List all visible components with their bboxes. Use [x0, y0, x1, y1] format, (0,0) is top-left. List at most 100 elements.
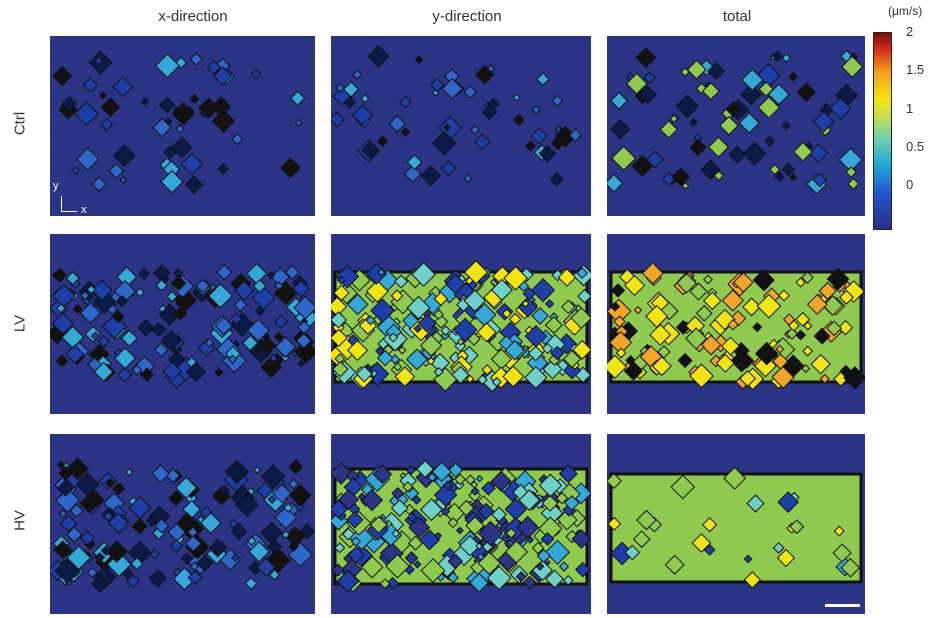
heatmap-patch [187, 570, 203, 586]
heatmap-patch [516, 515, 540, 539]
heatmap-patch [93, 361, 114, 382]
heatmap-patch [709, 354, 723, 368]
heatmap-patch [267, 494, 277, 504]
heatmap-patch [407, 535, 424, 551]
heatmap-patch [615, 347, 627, 359]
heatmap-patch [57, 479, 74, 497]
heatmap-patch [336, 569, 360, 593]
heatmap-patch [610, 283, 626, 298]
heatmap-patch [522, 575, 537, 590]
heatmap-patch [274, 281, 284, 291]
heatmap-patch [743, 571, 762, 589]
heatmap-patch [544, 316, 563, 335]
heatmap-patch [808, 143, 829, 164]
heatmap-patch [295, 502, 305, 512]
heatmap-patch [342, 81, 360, 98]
panel-hv-x [50, 434, 315, 614]
heatmap-patch [632, 530, 651, 549]
heatmap-patch [778, 289, 791, 302]
heatmap-patch [447, 462, 464, 478]
heatmap-patch [550, 136, 565, 151]
heatmap-patch [441, 77, 464, 100]
heatmap-patch [284, 264, 300, 280]
heatmap-patch [210, 96, 232, 118]
heatmap-patch [431, 130, 457, 156]
heatmap-patch [841, 55, 864, 78]
heatmap-patch [331, 462, 353, 485]
heatmap-patch [531, 306, 549, 325]
heatmap-patch [385, 553, 410, 579]
heatmap-patch [402, 312, 420, 330]
heatmap-patch [365, 315, 376, 326]
heatmap-patch [475, 474, 484, 483]
heatmap-patch [530, 127, 548, 145]
heatmap-patch [168, 490, 184, 507]
heatmap-patch [273, 332, 284, 342]
heatmap-patch [477, 374, 488, 386]
colorbar [873, 32, 892, 230]
heatmap-patch [332, 360, 349, 378]
heatmap-patch [707, 62, 726, 80]
heatmap-patch [440, 331, 450, 341]
colorbar-tick-1: 1 [906, 101, 914, 116]
heatmap-patch [207, 283, 234, 309]
heatmap-patch [707, 136, 730, 158]
heatmap-patch [474, 64, 495, 85]
heatmap-patch [562, 349, 582, 369]
heatmap-patch [388, 332, 399, 343]
heatmap-patch [812, 110, 835, 133]
heatmap-patch [386, 576, 399, 590]
heatmap-patch [413, 560, 422, 569]
scale-bar [825, 604, 860, 607]
heatmap-patch [635, 47, 657, 69]
heatmap-patch [295, 332, 312, 349]
heatmap-patch [350, 536, 361, 547]
heatmap-patch [756, 293, 782, 319]
heatmap-patch [199, 108, 209, 118]
heatmap-patch [459, 534, 481, 557]
heatmap-patch [228, 518, 239, 529]
heatmap-hv-total [607, 466, 863, 589]
heatmap-patch [288, 541, 299, 552]
heatmap-patch [393, 362, 403, 372]
heatmap-patch [153, 342, 169, 358]
heatmap-patch [538, 144, 557, 163]
heatmap-patch [151, 464, 170, 483]
heatmap-patch [512, 114, 525, 126]
heatmap-patch [297, 359, 305, 368]
heatmap-patch [417, 313, 437, 333]
heatmap-patch [843, 366, 865, 390]
heatmap-patch [180, 152, 204, 176]
heatmap-patch [174, 476, 198, 499]
heatmap-patch [545, 569, 564, 589]
heatmap-patch [657, 345, 671, 359]
heatmap-hv-y [331, 460, 591, 593]
heatmap-patch [826, 267, 850, 291]
heatmap-patch [754, 341, 779, 366]
heatmap-patch [349, 525, 375, 551]
heatmap-patch [189, 93, 200, 105]
heatmap-patch [266, 271, 275, 280]
heatmap-patch [218, 484, 230, 496]
heatmap-patch [372, 464, 393, 485]
heatmap-patch [137, 319, 155, 337]
heatmap-patch [375, 346, 385, 356]
heatmap-patch [91, 176, 107, 192]
heatmap-patch [135, 287, 145, 298]
heatmap-patch [61, 96, 77, 112]
heatmap-patch [99, 91, 108, 100]
heatmap-patch [806, 293, 828, 315]
heatmap-patch [470, 486, 480, 496]
heatmap-patch [402, 481, 414, 493]
heatmap-patch [802, 345, 814, 357]
heatmap-patch [51, 267, 68, 283]
heatmap-patch [474, 133, 491, 151]
heatmap-patch [721, 289, 744, 312]
heatmap-patch [131, 518, 148, 535]
heatmap-patch [268, 569, 281, 581]
heatmap-patch [476, 322, 497, 343]
heatmap-patch [94, 552, 106, 563]
heatmap-patch [206, 59, 222, 75]
heatmap-patch [555, 491, 569, 505]
heatmap-patch [175, 124, 185, 134]
